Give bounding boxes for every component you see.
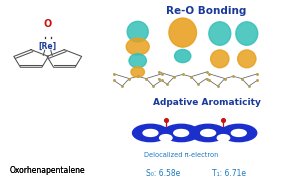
Text: Oxorhenapentalene: Oxorhenapentalene xyxy=(10,166,86,175)
Text: Oxorhenapentalene: Oxorhenapentalene xyxy=(10,166,86,175)
Point xyxy=(204,77,209,80)
Ellipse shape xyxy=(231,129,246,136)
Ellipse shape xyxy=(126,38,149,55)
Text: S₀: 6.58e: S₀: 6.58e xyxy=(146,169,180,178)
Point xyxy=(120,84,124,88)
Point xyxy=(216,84,220,88)
Ellipse shape xyxy=(159,128,173,138)
Point xyxy=(159,79,164,82)
Ellipse shape xyxy=(169,18,196,47)
Ellipse shape xyxy=(160,135,172,141)
Ellipse shape xyxy=(211,50,229,68)
Ellipse shape xyxy=(127,21,148,42)
Ellipse shape xyxy=(131,67,144,77)
Point xyxy=(207,72,212,75)
Point xyxy=(156,77,161,80)
Point xyxy=(221,119,226,122)
Point xyxy=(135,75,140,78)
Ellipse shape xyxy=(236,22,258,45)
Point xyxy=(255,79,259,82)
Ellipse shape xyxy=(209,22,231,45)
Text: Re-O Bonding: Re-O Bonding xyxy=(166,6,247,16)
Point xyxy=(247,84,251,88)
Ellipse shape xyxy=(174,129,188,136)
Point xyxy=(127,77,132,80)
Ellipse shape xyxy=(238,50,256,68)
Ellipse shape xyxy=(190,124,226,142)
Point xyxy=(189,75,193,78)
Point xyxy=(156,70,161,74)
Ellipse shape xyxy=(217,135,230,141)
Text: Delocalized π-electron: Delocalized π-electron xyxy=(144,152,219,158)
Text: [Re]: [Re] xyxy=(39,42,57,51)
Ellipse shape xyxy=(163,124,199,142)
Point xyxy=(196,83,200,86)
Ellipse shape xyxy=(143,129,158,136)
Point xyxy=(112,79,116,82)
Ellipse shape xyxy=(129,54,146,68)
Point xyxy=(204,70,209,74)
Ellipse shape xyxy=(201,129,216,136)
Point xyxy=(255,72,259,75)
Ellipse shape xyxy=(221,124,257,142)
Ellipse shape xyxy=(174,50,191,63)
Ellipse shape xyxy=(132,124,168,142)
Point xyxy=(223,77,227,80)
Point xyxy=(239,77,244,80)
Point xyxy=(164,119,168,122)
Point xyxy=(165,83,170,86)
Point xyxy=(172,75,176,78)
Point xyxy=(231,75,236,78)
Ellipse shape xyxy=(217,128,230,138)
Point xyxy=(151,84,156,88)
Text: O: O xyxy=(43,19,52,29)
Text: T₁: 6.71e: T₁: 6.71e xyxy=(212,169,246,178)
Point xyxy=(180,73,185,76)
Point xyxy=(207,79,212,82)
Point xyxy=(112,72,116,75)
Text: Adpative Aromaticity: Adpative Aromaticity xyxy=(153,98,261,107)
Point xyxy=(159,72,164,75)
Point xyxy=(144,77,148,80)
